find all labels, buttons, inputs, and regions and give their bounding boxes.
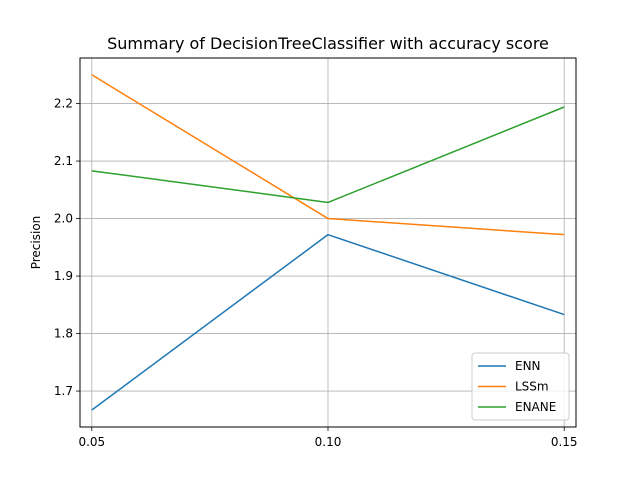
x-axis: 0.05 0.10 0.15 (78, 427, 578, 449)
y-axis: 1.7 1.8 1.9 2.0 2.1 2.2 (54, 97, 80, 398)
x-tick-label: 0.15 (551, 435, 578, 449)
y-tick-label: 1.7 (54, 384, 73, 398)
legend-label-enn: ENN (515, 359, 541, 373)
y-tick-label: 1.8 (54, 327, 73, 341)
legend-label-lssm: LSSm (515, 380, 549, 394)
y-axis-label: Precision (29, 216, 43, 270)
y-tick-label: 1.9 (54, 269, 73, 283)
x-tick-label: 0.10 (315, 435, 342, 449)
series-line-enn (91, 233, 565, 411)
legend: ENN LSSm ENANE (471, 352, 570, 421)
series-line-enane (91, 106, 565, 204)
series-lines (91, 74, 565, 411)
y-tick-label: 2.1 (54, 154, 73, 168)
series-line-lssm (91, 74, 565, 236)
grid (80, 58, 576, 427)
y-tick-label: 2.2 (54, 97, 73, 111)
chart-title: Summary of DecisionTreeClassifier with a… (107, 34, 549, 53)
x-tick-label: 0.05 (78, 435, 105, 449)
legend-box (471, 352, 570, 421)
y-tick-label: 2.0 (54, 212, 73, 226)
legend-label-enane: ENANE (515, 400, 556, 414)
